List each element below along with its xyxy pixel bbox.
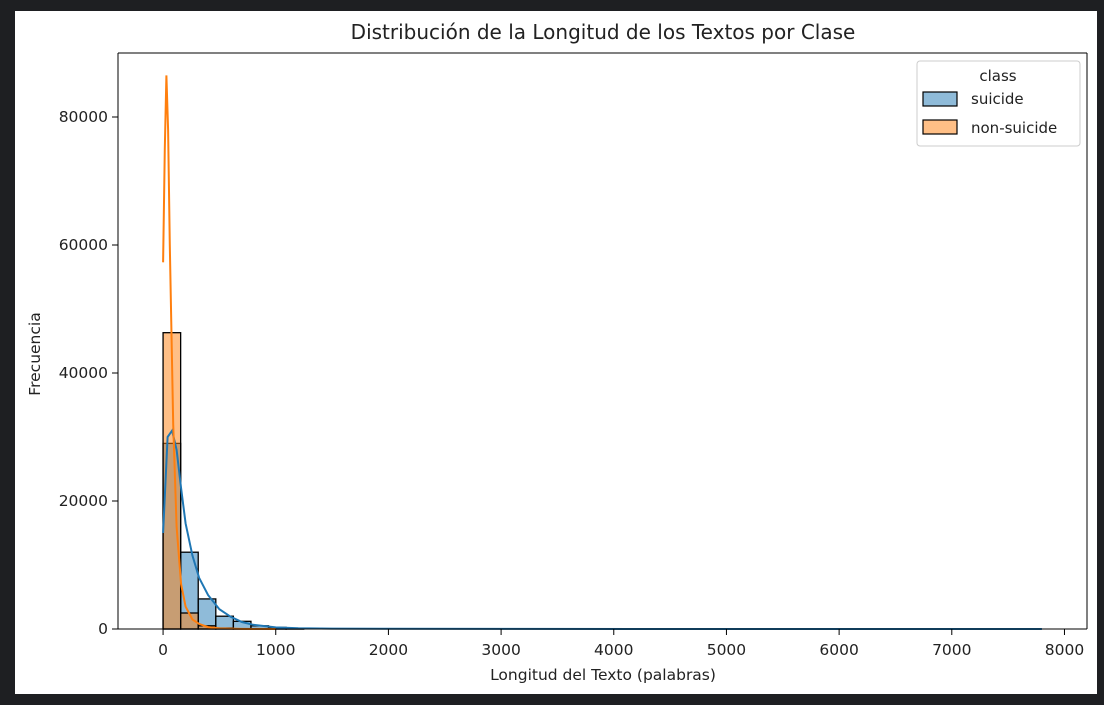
chart-title: Distribución de la Longitud de los Texto… xyxy=(351,20,856,44)
kde-line-suicide xyxy=(162,428,1042,630)
y-tick-label-20000: 20000 xyxy=(59,492,108,510)
histogram-bar-suicide-3 xyxy=(215,615,235,630)
x-axis-label: Longitud del Texto (palabras) xyxy=(490,666,716,684)
legend-box xyxy=(916,60,1081,147)
y-tick-label-40000: 40000 xyxy=(59,364,108,382)
histogram-chart: Distribución de la Longitud de los Texto… xyxy=(26,20,1088,684)
x-tick-label-2000: 2000 xyxy=(369,641,408,659)
x-tick-label-0: 0 xyxy=(158,641,168,659)
chart-frame: Distribución de la Longitud de los Texto… xyxy=(15,11,1097,694)
legend-title: class xyxy=(979,67,1016,85)
legend: class suicide non-suicide xyxy=(916,60,1081,147)
y-tick-label-0: 0 xyxy=(98,620,108,638)
legend-swatch-non-suicide xyxy=(922,119,958,135)
plot-area: 0 1000 2000 3000 4000 5000 6000 7000 80000200004… xyxy=(59,52,1088,659)
x-tick-label-1000: 1000 xyxy=(256,641,295,659)
x-tick-label-5000: 5000 xyxy=(707,641,746,659)
kde-line-non-suicide xyxy=(162,75,276,630)
x-tick-label-7000: 7000 xyxy=(932,641,971,659)
x-tick-label-3000: 3000 xyxy=(481,641,520,659)
y-tick-label-60000: 60000 xyxy=(59,236,108,254)
x-tick-label-6000: 6000 xyxy=(819,641,858,659)
x-tick-label-4000: 4000 xyxy=(594,641,633,659)
y-tick-label-80000: 80000 xyxy=(59,108,108,126)
legend-swatch-suicide xyxy=(922,91,958,107)
x-tick-label-8000: 8000 xyxy=(1045,641,1084,659)
legend-label-non-suicide: non-suicide xyxy=(971,119,1057,137)
legend-label-suicide: suicide xyxy=(971,90,1024,108)
y-axis-label: Frecuencia xyxy=(26,312,44,395)
